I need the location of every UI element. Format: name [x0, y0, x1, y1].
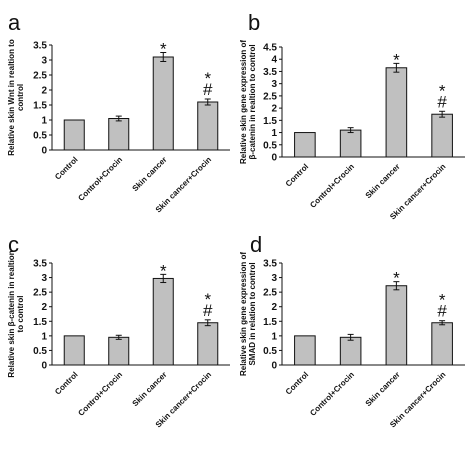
bar [63, 119, 85, 151]
y-tick-label: 0.5 [263, 140, 277, 151]
bar [431, 322, 453, 366]
bar [385, 67, 408, 158]
significance-hash: # [203, 80, 213, 99]
y-tick-label: 1.5 [33, 101, 47, 112]
x-tick-label: Skin cancer [364, 370, 402, 408]
x-tick-label: Control [53, 155, 79, 181]
x-tick-label: Skin cancer [364, 162, 402, 200]
y-axis-label-line: Relative skin gene expression of [239, 40, 248, 164]
bar [385, 285, 408, 366]
bar [152, 277, 174, 366]
panel-a: a 0 0.5 1 1.5 2 2.5 3 3.5 Relative skin Wnt in re… [7, 10, 230, 214]
y-tick-label: 0 [271, 361, 277, 372]
y-axis-label-line: Relative skin gene expression of [239, 252, 248, 376]
bar [294, 132, 316, 158]
bar [339, 129, 362, 158]
y-tick-label: 4.5 [263, 43, 277, 54]
y-axis-label: Relative skin Wnt in realtion tocontrol [7, 39, 25, 156]
y-tick-label: 0.5 [33, 346, 47, 357]
y-tick-label: 0.5 [263, 346, 277, 357]
bar [63, 335, 85, 366]
y-tick-label: 1.5 [263, 317, 277, 328]
y-axis-label: Relative skin gene expression ofβ-cateni… [239, 40, 257, 164]
y-tick-label: 1 [271, 128, 277, 139]
x-tick-label: Control [53, 370, 79, 396]
bar [431, 113, 453, 158]
y-tick-label: 1.5 [33, 317, 47, 328]
significance-asterisk: * [204, 69, 211, 88]
bar [294, 335, 316, 366]
y-tick-label: 2.5 [33, 71, 47, 82]
bar [197, 322, 219, 366]
bar [108, 336, 130, 366]
significance-asterisk: * [393, 269, 400, 288]
y-axis-label: Relative skin gene expression ofSMAD in … [239, 252, 257, 376]
y-tick-label: 3 [271, 273, 277, 284]
significance-asterisk: * [160, 40, 167, 59]
y-tick-label: 1.5 [263, 116, 277, 127]
significance-asterisk: * [204, 290, 211, 309]
y-tick-label: 2.5 [263, 91, 277, 102]
x-tick-label: Control+Crocin [308, 370, 356, 418]
significance-hash: # [437, 92, 447, 111]
y-tick-label: 2 [271, 302, 277, 313]
y-axis-label-line: SMAD in relation to control [248, 262, 257, 365]
panel-c: c 0 0.5 1 1.5 2 2.5 3 3.5 Relative skin β-catenin… [7, 232, 230, 429]
y-axis-label-line: Relative skin β-catenin in realtion [7, 250, 16, 377]
bar [339, 336, 362, 366]
y-axis-label-line: Relative skin Wnt in realtion to [7, 39, 16, 156]
panel-label: d [250, 232, 262, 257]
y-tick-label: 0 [41, 146, 47, 157]
y-axis-label-line: β-catenin in realtion to control [248, 44, 257, 159]
panel-label: a [8, 10, 21, 35]
x-tick-label: Skin cancer [131, 370, 169, 408]
y-tick-label: 3 [41, 273, 47, 284]
y-tick-label: 3.5 [33, 259, 47, 270]
panel-b: b 0 0.511.52 2.533.544.5 Relative skin gene … [239, 10, 465, 221]
y-tick-label: 1 [41, 331, 47, 342]
y-tick-label: 3 [41, 56, 47, 67]
y-tick-label: 0.5 [33, 131, 47, 142]
x-tick-label: Control+Crocin [308, 162, 356, 210]
y-tick-label: 2.5 [33, 288, 47, 299]
bar [108, 118, 130, 151]
significance-hash: # [437, 302, 447, 321]
panel-label: c [8, 232, 19, 257]
y-tick-label: 1 [41, 116, 47, 127]
significance-asterisk: * [439, 81, 446, 100]
bar [152, 56, 174, 151]
significance-hash: # [203, 301, 213, 320]
significance-asterisk: * [160, 261, 167, 280]
y-axis-label-line: control [16, 84, 25, 111]
x-tick-label: Control [284, 162, 310, 188]
y-axis-label: Relative skin β-catenin in realtionto co… [7, 250, 25, 377]
x-tick-label: Control+Crocin [76, 370, 124, 418]
y-tick-label: 3 [271, 79, 277, 90]
y-tick-label: 2 [271, 104, 277, 115]
panel-d: d 0 0.5 1 1.5 2 2.5 3 3.5 Relative skin gene expr… [239, 232, 465, 429]
x-tick-label: Skin cancer [131, 155, 169, 193]
significance-asterisk: * [393, 50, 400, 69]
y-tick-label: 4 [271, 55, 277, 66]
y-axis-label-line: to control [16, 296, 25, 333]
y-tick-label: 2 [41, 302, 47, 313]
panel-label: b [248, 10, 260, 35]
x-tick-label: Control+Crocin [76, 155, 124, 203]
y-tick-label: 0 [41, 361, 47, 372]
significance-asterisk: * [439, 291, 446, 310]
y-tick-label: 2 [41, 86, 47, 97]
bar [197, 101, 219, 151]
y-tick-label: 3.5 [263, 67, 277, 78]
y-tick-label: 1 [271, 331, 277, 342]
y-tick-label: 3.5 [263, 259, 277, 270]
y-tick-label: 2.5 [263, 288, 277, 299]
y-tick-label: 0 [271, 153, 277, 164]
y-tick-label: 3.5 [33, 41, 47, 52]
x-tick-label: Control [284, 370, 310, 396]
